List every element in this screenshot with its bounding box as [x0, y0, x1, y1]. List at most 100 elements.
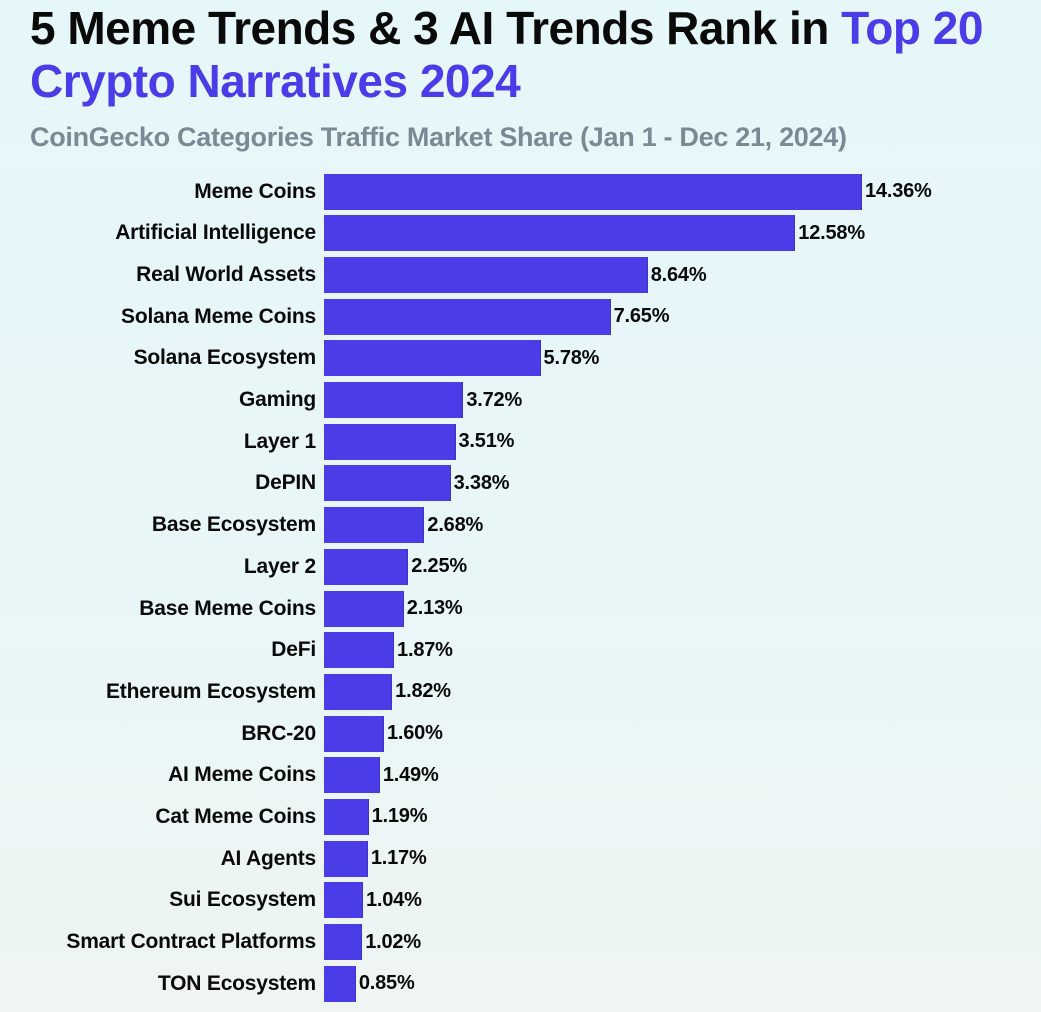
- bar: [324, 549, 408, 585]
- bar-area: 1.02%: [324, 924, 1011, 960]
- value-label: 1.87%: [397, 639, 453, 662]
- bar-area: 14.36%: [324, 174, 1011, 210]
- bar-area: 12.58%: [324, 215, 1011, 251]
- category-label: Artificial Intelligence: [30, 221, 324, 245]
- bar-area: 1.17%: [324, 841, 1011, 877]
- value-label: 2.68%: [427, 514, 483, 537]
- chart-row: Meme Coins14.36%: [30, 171, 1011, 213]
- chart-row: AI Meme Coins 1.49%: [30, 754, 1011, 796]
- bar-area: 2.25%: [324, 549, 1011, 585]
- bar-area: 3.38%: [324, 465, 1011, 501]
- value-label: 1.17%: [371, 847, 427, 870]
- category-label: Layer 1: [30, 430, 324, 454]
- category-label: Solana Ecosystem: [30, 346, 324, 370]
- bar-area: 1.82%: [324, 674, 1011, 710]
- bar-area: 0.85%: [324, 966, 1011, 1002]
- chart-row: DePIN 3.38%: [30, 463, 1011, 505]
- chart-row: Solana Ecosystem 5.78%: [30, 338, 1011, 380]
- category-label: Gaming: [30, 388, 324, 412]
- bar: [324, 882, 363, 918]
- value-label: 1.49%: [383, 764, 439, 787]
- value-label: 1.02%: [365, 931, 421, 954]
- category-label: Cat Meme Coins: [30, 805, 324, 829]
- category-label: Base Ecosystem: [30, 513, 324, 537]
- bar: [324, 465, 451, 501]
- value-label: 1.60%: [387, 722, 443, 745]
- value-label: 3.72%: [466, 389, 522, 412]
- bar-area: 5.78%: [324, 340, 1011, 376]
- bar-area: 1.19%: [324, 799, 1011, 835]
- bar-area: 3.72%: [324, 382, 1011, 418]
- bar: [324, 424, 456, 460]
- category-label: Solana Meme Coins: [30, 305, 324, 329]
- chart-row: DeFi 1.87%: [30, 629, 1011, 671]
- chart-row: Gaming 3.72%: [30, 379, 1011, 421]
- bar: [324, 841, 368, 877]
- chart-row: AI Agents 1.17%: [30, 838, 1011, 880]
- category-label: AI Agents: [30, 847, 324, 871]
- chart-subtitle: CoinGecko Categories Traffic Market Shar…: [30, 122, 1011, 153]
- value-label: 3.38%: [454, 472, 510, 495]
- category-label: DePIN: [30, 471, 324, 495]
- category-label: AI Meme Coins: [30, 763, 324, 787]
- bar-area: 1.49%: [324, 757, 1011, 793]
- bar-area: 1.87%: [324, 632, 1011, 668]
- bar: [324, 674, 392, 710]
- category-label: DeFi: [30, 638, 324, 662]
- category-label: Smart Contract Platforms: [30, 930, 324, 954]
- chart-row: Artificial Intelligence 12.58%: [30, 212, 1011, 254]
- chart-row: Ethereum Ecosystem 1.82%: [30, 671, 1011, 713]
- bar: [324, 299, 611, 335]
- title-plain: 5 Meme Trends & 3 AI Trends Rank in: [30, 2, 841, 54]
- category-label: TON Ecosystem: [30, 972, 324, 996]
- value-label: 8.64%: [651, 264, 707, 287]
- chart-row: Cat Meme Coins 1.19%: [30, 796, 1011, 838]
- category-label: Ethereum Ecosystem: [30, 680, 324, 704]
- value-label: 2.25%: [411, 555, 467, 578]
- bar-area: 7.65%: [324, 299, 1011, 335]
- chart-row: Smart Contract Platforms 1.02%: [30, 921, 1011, 963]
- bar: [324, 924, 362, 960]
- chart-row: Solana Meme Coins 7.65%: [30, 296, 1011, 338]
- category-label: Sui Ecosystem: [30, 888, 324, 912]
- value-label: 5.78%: [544, 347, 600, 370]
- bar-area: 8.64%: [324, 257, 1011, 293]
- category-label: Base Meme Coins: [30, 597, 324, 621]
- value-label: 3.51%: [459, 430, 515, 453]
- bar: [324, 632, 394, 668]
- bar-area: 3.51%: [324, 424, 1011, 460]
- bar: [324, 591, 404, 627]
- value-label: 1.19%: [372, 805, 428, 828]
- bar: [324, 799, 369, 835]
- value-label: 0.85%: [359, 972, 415, 995]
- chart-title: 5 Meme Trends & 3 AI Trends Rank in Top …: [30, 0, 1011, 108]
- value-label: 7.65%: [614, 305, 670, 328]
- category-label: Real World Assets: [30, 263, 324, 287]
- chart-row: Sui Ecosystem 1.04%: [30, 879, 1011, 921]
- bar: [324, 215, 795, 251]
- chart-row: TON Ecosystem 0.85%: [30, 963, 1011, 1005]
- category-label: Layer 2: [30, 555, 324, 579]
- bar: [324, 257, 648, 293]
- category-label: Meme Coins: [30, 180, 324, 204]
- bar: [324, 757, 380, 793]
- chart-row: Base Meme Coins 2.13%: [30, 588, 1011, 630]
- chart-row: Layer 2 2.25%: [30, 546, 1011, 588]
- bar-area: 2.68%: [324, 507, 1011, 543]
- value-label: 1.82%: [395, 680, 451, 703]
- chart-row: Real World Assets 8.64%: [30, 254, 1011, 296]
- bar-area: 1.60%: [324, 716, 1011, 752]
- value-label: 2.13%: [407, 597, 463, 620]
- bar-area: 2.13%: [324, 591, 1011, 627]
- value-label: 12.58%: [798, 222, 865, 245]
- chart-row: BRC-201.60%: [30, 713, 1011, 755]
- bar: [324, 174, 862, 210]
- bar: [324, 716, 384, 752]
- bar: [324, 340, 541, 376]
- bar-chart: Meme Coins14.36%Artificial Intelligence1…: [30, 171, 1011, 1005]
- bar: [324, 507, 424, 543]
- bar: [324, 382, 463, 418]
- bar: [324, 966, 356, 1002]
- value-label: 1.04%: [366, 889, 422, 912]
- chart-row: Layer 1 3.51%: [30, 421, 1011, 463]
